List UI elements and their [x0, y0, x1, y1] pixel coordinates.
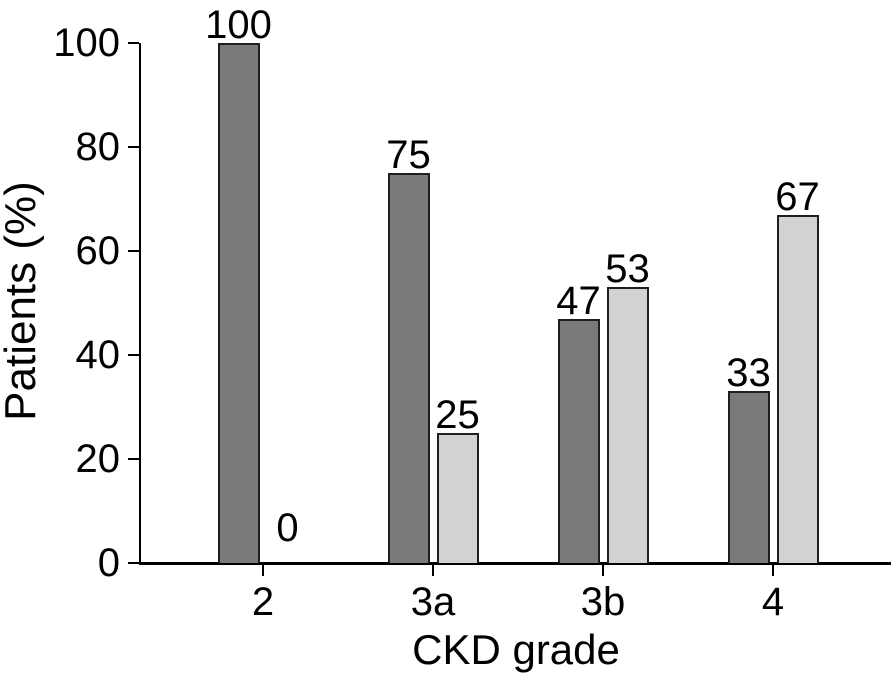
bar-3a-dark-gray-series — [387, 173, 430, 563]
x-category-label-3b: 3b — [580, 580, 626, 624]
x-category-label-3a: 3a — [410, 580, 456, 624]
y-tick-label-60: 60 — [75, 229, 121, 273]
x-category-label-2: 2 — [251, 580, 275, 624]
x-tick-2 — [262, 565, 264, 576]
y-tick-label-40: 40 — [75, 333, 121, 377]
value-label-3b-light-gray-series: 53 — [605, 247, 650, 292]
bar-2-dark-gray-series — [217, 43, 260, 563]
y-tick-0 — [128, 562, 139, 564]
y-tick-100 — [128, 42, 139, 44]
x-axis-title: CKD grade — [412, 626, 620, 673]
value-label-2-dark-gray-series: 100 — [205, 3, 272, 47]
y-tick-label-20: 20 — [75, 437, 121, 481]
bar-3b-light-gray-series — [606, 287, 649, 563]
y-tick-20 — [128, 458, 139, 460]
x-tick-4 — [772, 565, 774, 576]
y-tick-label-100: 100 — [53, 21, 120, 65]
x-tick-3a — [432, 565, 434, 576]
x-tick-3b — [602, 565, 604, 576]
bar-4-light-gray-series — [776, 214, 819, 563]
y-tick-label-0: 0 — [97, 541, 120, 585]
value-label-3a-light-gray-series: 25 — [435, 393, 480, 437]
value-label-3b-dark-gray-series: 47 — [556, 278, 601, 323]
value-label-4-dark-gray-series: 33 — [726, 351, 771, 396]
bar-3b-dark-gray-series — [557, 318, 600, 563]
y-tick-label-80: 80 — [75, 125, 121, 169]
y-axis-title: Patients (%) — [0, 181, 45, 421]
bar-3a-light-gray-series — [436, 433, 479, 563]
y-tick-60 — [128, 250, 139, 252]
y-tick-80 — [128, 146, 139, 148]
y-axis-line — [139, 43, 141, 565]
x-category-label-4: 4 — [761, 580, 785, 624]
x-axis-line — [139, 562, 891, 565]
value-label-3a-dark-gray-series: 75 — [386, 133, 431, 177]
bar-4-dark-gray-series — [727, 391, 770, 563]
value-label-4-light-gray-series: 67 — [775, 174, 820, 219]
value-label-2-light-gray-series: 0 — [276, 506, 299, 550]
y-tick-40 — [128, 354, 139, 356]
